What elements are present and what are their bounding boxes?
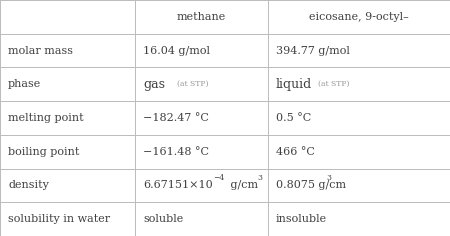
Text: eicosane, 9-octyl–: eicosane, 9-octyl– bbox=[309, 12, 409, 22]
Text: insoluble: insoluble bbox=[276, 214, 327, 224]
Text: molar mass: molar mass bbox=[8, 46, 73, 55]
Text: (at STP): (at STP) bbox=[177, 80, 208, 88]
Text: density: density bbox=[8, 181, 49, 190]
Text: soluble: soluble bbox=[143, 214, 183, 224]
Text: 6.67151×10: 6.67151×10 bbox=[143, 181, 213, 190]
Text: 16.04 g/mol: 16.04 g/mol bbox=[143, 46, 210, 55]
Text: −4: −4 bbox=[213, 174, 224, 182]
Text: 0.5 °C: 0.5 °C bbox=[276, 113, 311, 123]
Text: 0.8075 g/cm: 0.8075 g/cm bbox=[276, 181, 346, 190]
Text: 3: 3 bbox=[258, 174, 263, 182]
Text: 394.77 g/mol: 394.77 g/mol bbox=[276, 46, 350, 55]
Text: methane: methane bbox=[177, 12, 226, 22]
Text: gas: gas bbox=[143, 78, 165, 91]
Text: phase: phase bbox=[8, 79, 41, 89]
Text: 466 °C: 466 °C bbox=[276, 147, 315, 157]
Text: −182.47 °C: −182.47 °C bbox=[143, 113, 209, 123]
Text: 3: 3 bbox=[326, 174, 331, 182]
Text: boiling point: boiling point bbox=[8, 147, 80, 157]
Text: solubility in water: solubility in water bbox=[8, 214, 110, 224]
Text: (at STP): (at STP) bbox=[318, 80, 349, 88]
Text: melting point: melting point bbox=[8, 113, 84, 123]
Text: g/cm: g/cm bbox=[227, 181, 258, 190]
Text: −161.48 °C: −161.48 °C bbox=[143, 147, 209, 157]
Text: liquid: liquid bbox=[276, 78, 312, 91]
